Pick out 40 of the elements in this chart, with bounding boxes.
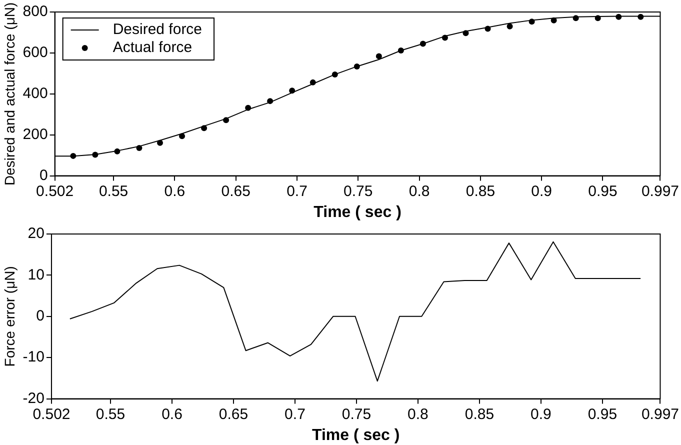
x-tick-label: 0.6 [162, 406, 182, 423]
y-tick-label: -20 [22, 390, 44, 407]
x-tick-label: 0.7 [284, 406, 306, 423]
y-tick-label: 600 [22, 44, 48, 62]
y-tick-label: 0 [36, 308, 44, 325]
x-tick-label: 0.85 [466, 182, 496, 200]
x-tick-label: 0.65 [221, 182, 250, 200]
point [376, 53, 382, 60]
x-tick-label: 0.9 [530, 406, 552, 423]
x-axis-title: Time ( sec ) [312, 426, 400, 444]
x-tick-label: 0.95 [588, 406, 618, 423]
x-tick-label: 0.75 [342, 406, 372, 423]
x-tick-label: 0.9 [531, 182, 552, 200]
x-tick-label: 0.55 [96, 406, 126, 423]
y-axis-title: Desired and actual force (μN) [1, 2, 18, 186]
y-tick-label: 200 [22, 126, 48, 143]
y-tick-label: 400 [22, 85, 48, 102]
point [506, 23, 513, 30]
x-tick-label: 0.65 [218, 406, 248, 423]
y-tick-label: 10 [28, 266, 44, 284]
x-tick-label: 0.502 [32, 406, 70, 423]
x-tick-label: 0.997 [641, 182, 680, 200]
y-tick-label: 800 [22, 3, 48, 20]
y-tick-label: -10 [22, 348, 44, 366]
y-tick-label: 20 [28, 225, 44, 242]
x-tick-label: 0.8 [408, 406, 428, 423]
x-tick-label: 0.502 [36, 182, 74, 200]
x-tick-label: 0.8 [408, 182, 430, 200]
y-tick-label: 0 [39, 166, 48, 184]
x-tick-label: 0.75 [344, 182, 373, 200]
x-tick-label: 0.6 [164, 182, 186, 200]
x-tick-label: 0.7 [286, 182, 308, 200]
x-tick-label: 0.997 [641, 406, 680, 423]
x-tick-label: 0.55 [98, 182, 128, 200]
legend-label: Desired force [112, 21, 202, 38]
y-axis-title: Force error (μN) [1, 266, 18, 367]
x-axis-title: Time ( sec ) [314, 204, 402, 221]
x-tick-label: 0.95 [588, 182, 618, 200]
legend-label: Actual force [112, 39, 192, 56]
x-tick-label: 0.85 [464, 406, 494, 423]
